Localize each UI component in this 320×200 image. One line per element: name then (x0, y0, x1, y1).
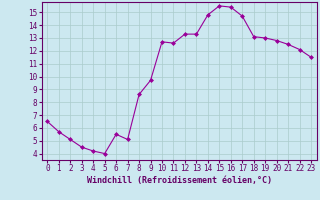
X-axis label: Windchill (Refroidissement éolien,°C): Windchill (Refroidissement éolien,°C) (87, 176, 272, 185)
